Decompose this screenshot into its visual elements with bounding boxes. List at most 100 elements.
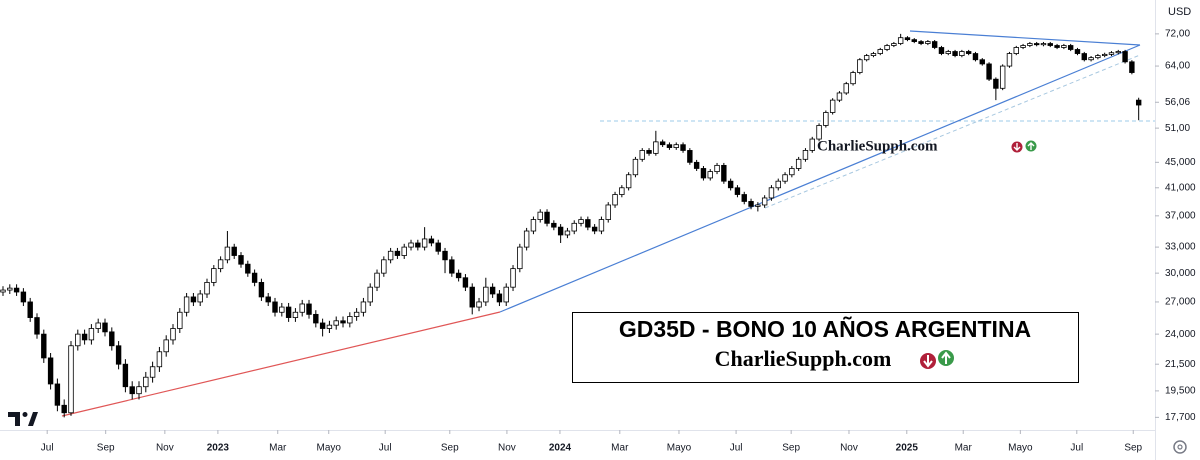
candle-body — [1020, 45, 1026, 48]
candle-body — [109, 331, 115, 347]
candle-body — [61, 404, 67, 414]
candle-body — [360, 301, 367, 313]
candle-body — [843, 83, 849, 94]
candle-body — [489, 286, 496, 295]
candle-body — [673, 144, 679, 148]
candle-body — [517, 246, 523, 270]
candle-body — [741, 194, 747, 202]
candle-body — [143, 376, 149, 388]
candle-body — [1081, 53, 1087, 61]
candle-body — [857, 59, 863, 73]
x-tick-label: Mar — [955, 443, 973, 454]
candle-body — [714, 164, 720, 172]
candle-body — [428, 238, 435, 244]
candle-body — [401, 246, 407, 256]
y-tick-label: 37,000 — [1165, 210, 1196, 221]
candle-body — [823, 112, 829, 126]
candle-body — [115, 345, 122, 365]
candle-body — [27, 301, 33, 318]
candle-body — [904, 37, 911, 41]
candle-body — [829, 99, 836, 113]
candle-body — [795, 158, 802, 169]
candle-body — [659, 141, 666, 146]
x-tick-label: Nov — [156, 443, 174, 454]
candle-body — [646, 150, 652, 154]
candle-body — [761, 197, 768, 206]
candle-body — [265, 296, 271, 303]
candle-body — [415, 242, 421, 248]
candle-body — [870, 53, 877, 56]
y-tick-label: 30,000 — [1165, 268, 1196, 279]
x-tick-label: Nov — [498, 443, 516, 454]
candle-body — [326, 324, 333, 329]
candle-body — [442, 250, 448, 261]
candle-body — [190, 296, 197, 303]
candle-body — [884, 45, 890, 50]
candle-body — [394, 250, 401, 256]
candle-body — [693, 161, 700, 169]
candle-body — [156, 351, 163, 368]
candle-body — [999, 65, 1006, 89]
candle-body — [1074, 49, 1081, 54]
candle-body — [231, 246, 237, 256]
candle-body — [455, 272, 462, 279]
annotation-site: CharlieSupph.com — [715, 346, 892, 371]
candle-body — [251, 272, 258, 283]
candle-body — [931, 41, 938, 48]
x-tick-label: Sep — [1124, 443, 1142, 454]
y-tick-label: 51,00 — [1165, 123, 1190, 134]
candle-body — [836, 92, 843, 101]
candle-body — [755, 204, 761, 207]
candle-body — [537, 211, 543, 220]
x-tick-label: 2023 — [207, 443, 230, 454]
candle-body — [1135, 99, 1142, 106]
candle-body — [333, 320, 339, 326]
candle-body — [1088, 57, 1094, 61]
candle-body — [625, 174, 632, 189]
candle-body — [721, 164, 727, 182]
candle-body — [639, 150, 645, 160]
x-tick-label: Sep — [441, 443, 459, 454]
trend-line-red — [61, 311, 501, 417]
candle-body — [564, 230, 571, 236]
candle-body — [95, 322, 101, 329]
candle-body — [523, 230, 530, 248]
candle-body — [129, 386, 135, 395]
candle-body — [258, 282, 265, 298]
candle-body — [197, 293, 203, 303]
candle-body — [789, 168, 795, 176]
annotation-icons — [920, 350, 954, 369]
y-tick-label: 64,00 — [1165, 61, 1190, 72]
candle-body — [238, 255, 244, 265]
candle-body — [619, 187, 625, 195]
x-tick-label: Mar — [269, 443, 287, 454]
candle-body — [183, 296, 190, 313]
candle-body — [850, 72, 856, 85]
candle-body — [7, 287, 13, 291]
candle-body — [313, 313, 319, 324]
candle-body — [891, 43, 897, 46]
candle-body — [279, 306, 285, 313]
channel-line — [764, 54, 1141, 209]
candle-body — [1027, 43, 1033, 46]
candle-body — [462, 277, 469, 288]
candles — [0, 33, 1142, 418]
candle-body — [503, 286, 509, 303]
y-tick-label: 27,000 — [1165, 297, 1196, 308]
candle-body — [863, 55, 870, 61]
candle-body — [1108, 52, 1115, 55]
candle-body — [551, 222, 557, 228]
y-tick-label: 56,06 — [1165, 97, 1190, 108]
x-tick-label: Nov — [840, 443, 858, 454]
settings-icon[interactable] — [1173, 440, 1187, 454]
candle-body — [387, 250, 394, 261]
candle-body — [381, 259, 387, 274]
candle-body — [727, 180, 734, 189]
candle-body — [925, 41, 931, 44]
candle-body — [993, 78, 999, 89]
candle-body — [13, 287, 20, 293]
candle-body — [945, 51, 951, 54]
candle-body — [1115, 51, 1121, 54]
candle-body — [374, 272, 380, 288]
candle-body — [959, 51, 965, 56]
